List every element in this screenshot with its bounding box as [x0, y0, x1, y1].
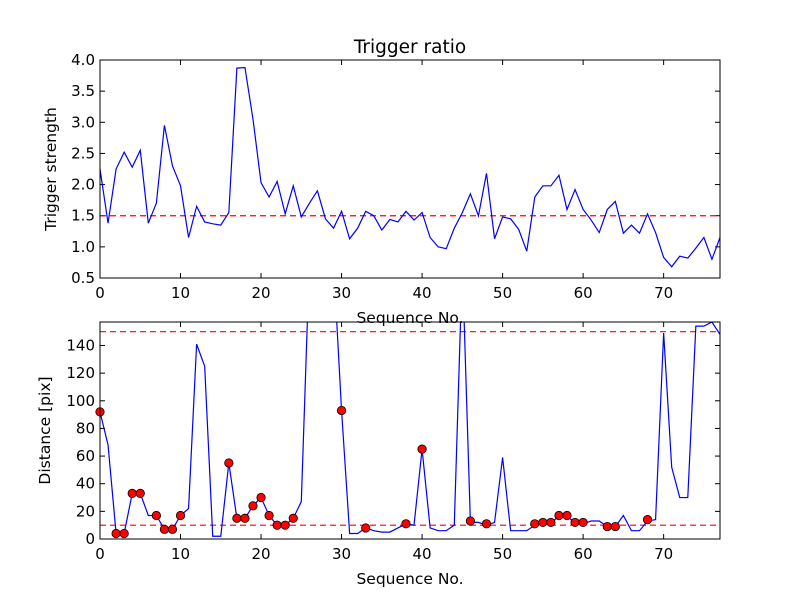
- data-point-marker: [127, 488, 137, 498]
- data-point-marker: [135, 488, 145, 498]
- x-tick-label: 40: [413, 284, 432, 302]
- data-point-marker: [151, 510, 161, 521]
- y-tick-label: 3.0: [71, 113, 95, 131]
- data-point-marker: [546, 517, 556, 528]
- plot-area: [99, 321, 721, 540]
- data-point-marker: [530, 519, 540, 529]
- y-tick-label: 140: [66, 336, 95, 354]
- data-point-marker: [167, 524, 178, 534]
- data-point-marker: [465, 516, 475, 526]
- y-tick-label: 40: [76, 475, 95, 493]
- data-point-marker: [481, 519, 492, 529]
- x-tick-label: 0: [95, 545, 105, 563]
- y-tick-label: 120: [66, 364, 95, 382]
- trigger-ratio-chart: Trigger ratio 0 10 20 30 40 50 60 70 0.5 1.0 1.5 2…: [42, 37, 721, 327]
- trigger-strength-line: [100, 66, 720, 268]
- data-point-marker: [111, 528, 121, 539]
- x-axis-title: Sequence No.: [356, 570, 463, 588]
- y-ticks: 0 20 40 60 80 100 120 140: [66, 336, 720, 548]
- y-tick-label: 60: [76, 447, 95, 465]
- y-tick-label: 2.0: [71, 176, 95, 194]
- y-tick-label: 0.5: [71, 269, 95, 287]
- data-point-marker: [361, 523, 371, 533]
- data-point-marker: [256, 492, 266, 503]
- x-tick-label: 60: [574, 545, 593, 563]
- x-tick-label: 10: [171, 545, 190, 563]
- data-point-marker: [642, 515, 653, 525]
- y-tick-label: 80: [76, 419, 95, 437]
- x-ticks: 0 10 20 30 40 50 60 70: [95, 322, 673, 563]
- x-tick-label: 50: [493, 545, 512, 563]
- y-tick-label: 1.0: [71, 238, 95, 256]
- x-tick-label: 20: [251, 284, 270, 302]
- data-point-marker: [401, 519, 411, 529]
- data-point-marker: [159, 524, 170, 534]
- data-point-marker: [288, 513, 298, 523]
- plot-area: [99, 59, 721, 279]
- data-point-marker: [175, 510, 186, 521]
- x-tick-label: 30: [332, 545, 351, 563]
- x-tick-label: 70: [654, 545, 673, 563]
- data-point-marker: [562, 510, 572, 521]
- distance-chart: 0 10 20 30 40 50 60 70 0 20 40 60 80 100 120 140 Seque…: [36, 321, 721, 588]
- y-tick-label: 2.5: [71, 144, 95, 162]
- y-axis-title: Trigger strength: [42, 107, 60, 232]
- y-tick-label: 20: [76, 502, 95, 520]
- x-tick-label: 50: [493, 284, 512, 302]
- data-point-marker: [538, 517, 548, 528]
- data-point-marker: [272, 520, 282, 530]
- x-tick-label: 30: [332, 284, 351, 302]
- data-point-marker: [280, 520, 290, 530]
- x-axis-title: Sequence No.: [356, 309, 463, 327]
- data-point-marker: [554, 510, 564, 521]
- data-point-marker: [602, 521, 612, 532]
- y-axis-title: Distance [pix]: [36, 376, 54, 484]
- y-tick-label: 0: [85, 530, 95, 548]
- x-tick-label: 40: [413, 545, 432, 563]
- y-ticks: 0.5 1.0 1.5 2.0 2.5 3.0 3.5 4.0: [71, 51, 720, 287]
- data-point-marker: [240, 513, 250, 523]
- data-point-marker: [248, 501, 258, 511]
- data-point-marker: [570, 517, 580, 528]
- x-tick-label: 60: [574, 284, 593, 302]
- distance-markers: [95, 405, 653, 539]
- y-tick-label: 1.5: [71, 207, 95, 225]
- y-tick-label: 3.5: [71, 82, 95, 100]
- data-point-marker: [417, 444, 427, 454]
- x-tick-label: 0: [95, 284, 105, 302]
- data-point-marker: [578, 517, 588, 528]
- data-point-marker: [224, 458, 234, 468]
- y-tick-label: 4.0: [71, 51, 95, 69]
- x-tick-label: 20: [251, 545, 270, 563]
- data-point-marker: [119, 528, 129, 539]
- x-ticks: 0 10 20 30 40 50 60 70: [95, 60, 673, 302]
- x-tick-label: 10: [171, 284, 190, 302]
- x-tick-label: 70: [654, 284, 673, 302]
- data-point-marker: [610, 521, 620, 532]
- y-tick-label: 100: [66, 392, 95, 410]
- data-point-marker: [232, 513, 242, 523]
- data-point-marker: [336, 405, 347, 416]
- data-point-marker: [264, 510, 274, 521]
- chart-title: Trigger ratio: [353, 37, 466, 58]
